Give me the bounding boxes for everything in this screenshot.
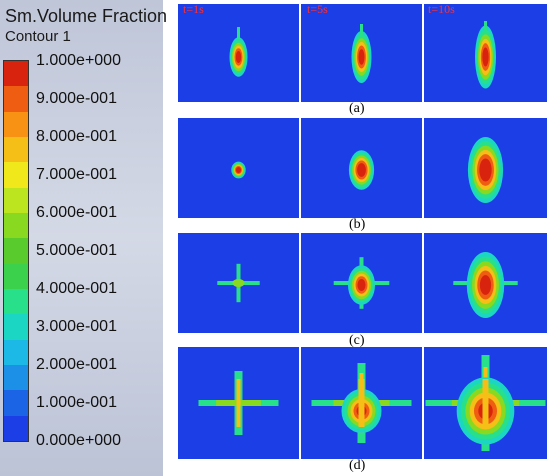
contour-panel-d-3 (424, 347, 547, 459)
contour-panel-b-2 (301, 118, 422, 218)
contour-panel-d-1 (178, 347, 299, 459)
legend-tick-label: 9.000e-001 (36, 90, 117, 107)
contour-panel-c-2 (301, 233, 422, 333)
legend-color-band (4, 111, 28, 137)
legend-color-band (4, 136, 28, 163)
legend-tick-label: 5.000e-001 (36, 242, 117, 259)
contour-panel-c-1 (178, 233, 299, 333)
contour-panel-a-3 (424, 4, 547, 102)
legend-tick-label: 3.000e-001 (36, 318, 117, 335)
legend-color-band (4, 86, 28, 112)
time-label-1: t=1s (183, 2, 204, 16)
legend-tick-label: 6.000e-001 (36, 204, 117, 221)
contour-panel-b-1 (178, 118, 299, 218)
row-label-b: (b) (349, 217, 366, 232)
legend-color-band (4, 314, 28, 340)
legend-color-band (4, 187, 28, 213)
time-label-3: t=10s (428, 2, 455, 16)
legend-tick-label: 8.000e-001 (36, 128, 117, 145)
contour-panel-a-1 (178, 4, 299, 102)
legend-color-bar (3, 60, 29, 442)
row-label-c: (c) (349, 333, 365, 348)
legend-tick-label: 2.000e-001 (36, 356, 117, 373)
legend-color-band (4, 364, 28, 391)
legend-tick-label: 7.000e-001 (36, 166, 117, 183)
legend-color-band (4, 339, 28, 365)
legend-color-band (4, 238, 28, 264)
row-label-d: (d) (349, 458, 366, 473)
legend-tick-label: 4.000e-001 (36, 280, 117, 297)
legend-color-band (4, 263, 28, 289)
legend-tick-label: 0.000e+000 (36, 432, 121, 449)
contour-panel-c-3 (424, 233, 547, 333)
row-label-a: (a) (349, 101, 365, 116)
legend-color-band (4, 288, 28, 315)
legend-color-band (4, 61, 28, 87)
legend-color-band (4, 212, 28, 239)
legend-color-band (4, 415, 28, 441)
legend-color-band (4, 162, 28, 188)
legend-panel: Sm.Volume Fraction Contour 1 1.000e+000 9… (0, 0, 167, 476)
contour-panel-a-2 (301, 4, 422, 102)
legend-title: Sm.Volume Fraction (5, 6, 168, 26)
legend-color-band (4, 390, 28, 416)
contour-panel-d-2 (301, 347, 422, 459)
legend-tick-label: 1.000e+000 (36, 52, 121, 69)
legend-tick-label: 1.000e-001 (36, 394, 117, 411)
legend-subtitle: Contour 1 (5, 28, 71, 45)
contour-panel-b-3 (424, 118, 547, 218)
time-label-2: t=5s (307, 2, 328, 16)
